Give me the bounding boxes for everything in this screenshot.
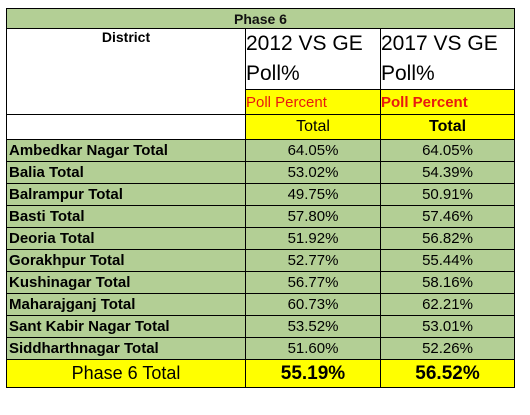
col-2012-total-label: Total: [245, 114, 381, 140]
poll-2012: 51.60%: [245, 337, 381, 360]
col-2012-header-line2: Poll%: [246, 62, 300, 85]
table-row: Maharajganj Total 60.73% 62.21%: [6, 293, 516, 316]
poll-2012: 57.80%: [245, 205, 381, 228]
district-name: Kushinagar Total: [6, 271, 246, 294]
district-name: Gorakhpur Total: [6, 249, 246, 272]
col-2017-header-line1: 2017 VS GE: [381, 32, 498, 55]
table-row: Sant Kabir Nagar Total 53.52% 53.01%: [6, 315, 516, 338]
poll-2012: 49.75%: [245, 183, 381, 206]
district-name: Deoria Total: [6, 227, 246, 250]
col-2017-total-label: Total: [379, 114, 516, 140]
poll-2017: 50.91%: [379, 183, 516, 206]
total-label: Phase 6 Total: [6, 359, 246, 388]
district-name: Basti Total: [6, 205, 246, 228]
col-2017-header-line2: Poll%: [381, 62, 435, 85]
table-row: Kushinagar Total 56.77% 58.16%: [6, 271, 516, 294]
table-row: Basti Total 57.80% 57.46%: [6, 205, 516, 228]
district-name: Sant Kabir Nagar Total: [6, 315, 246, 338]
col-2012-poll-percent: Poll Percent: [245, 89, 381, 115]
poll-2017: 64.05%: [379, 139, 516, 162]
poll-2017: 58.16%: [379, 271, 516, 294]
district-name: Balia Total: [6, 161, 246, 184]
total-2012: 55.19%: [245, 359, 381, 388]
col-2012-header: 2012 VS GE Poll%: [245, 28, 381, 90]
poll-2012: 51.92%: [245, 227, 381, 250]
poll-2017: 62.21%: [379, 293, 516, 316]
poll-2017: 55.44%: [379, 249, 516, 272]
poll-2017: 57.46%: [379, 205, 516, 228]
district-name: Balrampur Total: [6, 183, 246, 206]
total-2017: 56.52%: [379, 359, 516, 388]
table-row: Deoria Total 51.92% 56.82%: [6, 227, 516, 250]
table-row: Siddharthnagar Total 51.60% 52.26%: [6, 337, 516, 360]
poll-2017: 54.39%: [379, 161, 516, 184]
poll-2012: 53.52%: [245, 315, 381, 338]
table-row: Ambedkar Nagar Total 64.05% 64.05%: [6, 139, 516, 162]
poll-2012: 60.73%: [245, 293, 381, 316]
poll-2017: 56.82%: [379, 227, 516, 250]
phase-6-table: Phase 6 District 2012 VS GE Poll% 2017 V…: [5, 8, 516, 388]
table-title: Phase 6: [5, 8, 516, 29]
table-row: Balrampur Total 49.75% 50.91%: [6, 183, 516, 206]
district-name: Siddharthnagar Total: [6, 337, 246, 360]
total-row: Phase 6 Total 55.19% 56.52%: [6, 359, 516, 388]
poll-2012: 53.02%: [245, 161, 381, 184]
col-2017-poll-percent: Poll Percent: [379, 89, 516, 115]
table-row: Balia Total 53.02% 54.39%: [6, 161, 516, 184]
poll-2017: 52.26%: [379, 337, 516, 360]
district-header: District: [6, 28, 246, 115]
col-2012-header-line1: 2012 VS GE: [246, 32, 363, 55]
poll-2012: 56.77%: [245, 271, 381, 294]
district-name: Maharajganj Total: [6, 293, 246, 316]
poll-2012: 52.77%: [245, 249, 381, 272]
table-row: Gorakhpur Total 52.77% 55.44%: [6, 249, 516, 272]
poll-2012: 64.05%: [245, 139, 381, 162]
col-2017-header: 2017 VS GE Poll%: [379, 28, 516, 90]
district-header-spacer: [6, 114, 246, 140]
district-name: Ambedkar Nagar Total: [6, 139, 246, 162]
poll-2017: 53.01%: [379, 315, 516, 338]
